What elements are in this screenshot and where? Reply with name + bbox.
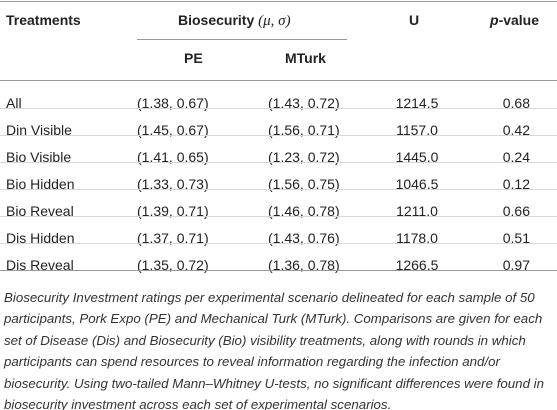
table-cell: Dis Hidden — [6, 230, 75, 246]
table-cell: 1445.0 — [395, 149, 439, 165]
header-cell: p-value — [490, 11, 539, 29]
table-cell: (1.36, 0.78) — [268, 257, 340, 273]
top-rule — [0, 1, 557, 2]
header-cell: MTurk — [285, 50, 326, 66]
table-cell: Din Visible — [6, 122, 72, 138]
table-cell: (1.38, 0.67) — [137, 95, 209, 111]
table-cell: (1.43, 0.72) — [268, 95, 340, 111]
header-rule — [0, 80, 557, 81]
table-cell: (1.35, 0.72) — [137, 257, 209, 273]
table-cell: (1.46, 0.78) — [268, 203, 340, 219]
row-rule — [0, 243, 557, 244]
row-rule — [0, 216, 557, 217]
row-rule — [0, 108, 557, 109]
table-cell: 0.97 — [502, 257, 530, 273]
table-cell: (1.56, 0.75) — [268, 176, 340, 192]
row-rule — [0, 162, 557, 163]
header-text: -value — [498, 12, 540, 28]
caption: Biosecurity Investment ratings per exper… — [4, 290, 545, 410]
group-rule — [137, 39, 347, 40]
table-cell: 0.42 — [502, 122, 530, 138]
table-cell: 0.51 — [502, 230, 530, 246]
header-math: (μ, σ) — [258, 13, 291, 29]
table-cell: Bio Reveal — [6, 203, 74, 219]
header-cell: PE — [184, 50, 203, 66]
table-cell: (1.23, 0.72) — [268, 149, 340, 165]
table-cell: 1157.0 — [396, 122, 438, 138]
table-cell: Bio Hidden — [6, 176, 75, 192]
table-cell: (1.33, 0.73) — [137, 176, 209, 192]
table-cell: 1214.5 — [395, 95, 439, 111]
table-cell: (1.41, 0.65) — [137, 149, 209, 165]
table-cell: (1.45, 0.67) — [137, 122, 209, 138]
header-cell: Treatments — [6, 12, 81, 28]
table-cell: 1266.5 — [395, 257, 439, 273]
header-text: Biosecurity — [178, 12, 255, 28]
bottom-rule — [0, 270, 557, 271]
table-cell: Bio Visible — [6, 149, 72, 165]
header-text: p — [490, 12, 499, 28]
table-cell: All — [6, 95, 22, 111]
table-cell: (1.43, 0.76) — [268, 230, 340, 246]
table-cell: 1046.5 — [395, 176, 439, 192]
table-cell: (1.39, 0.71) — [137, 203, 209, 219]
row-rule — [0, 189, 557, 190]
header-cell: Biosecurity (μ, σ) — [178, 11, 291, 30]
table-cell: 1211.0 — [396, 203, 438, 219]
header-cell: U — [409, 12, 420, 28]
row-rule — [0, 135, 557, 136]
table-cell: Dis Reveal — [6, 257, 74, 273]
table-cell: 0.66 — [502, 203, 530, 219]
table-cell: 0.24 — [502, 149, 530, 165]
table-cell: 1178.0 — [396, 230, 438, 246]
table-cell: (1.37, 0.71) — [137, 230, 209, 246]
table-cell: (1.56, 0.71) — [268, 122, 340, 138]
table-cell: 0.12 — [502, 176, 530, 192]
table-cell: 0.68 — [502, 95, 530, 111]
